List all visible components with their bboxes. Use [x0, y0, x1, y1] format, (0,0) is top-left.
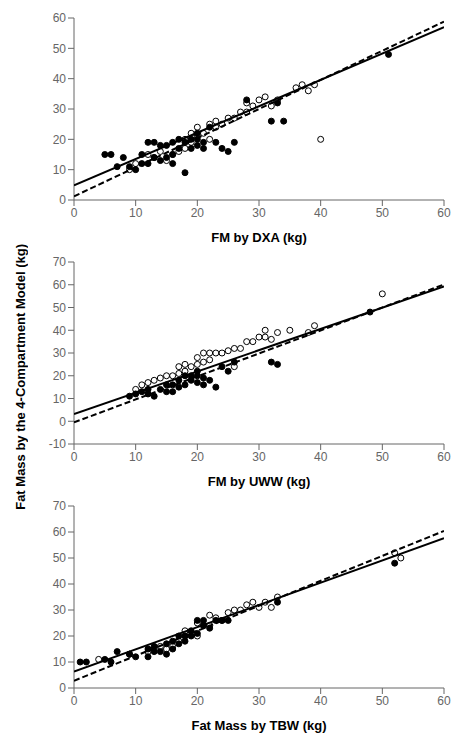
- svg-text:20: 20: [191, 206, 205, 220]
- svg-text:FM by UWW (kg): FM by UWW (kg): [208, 474, 311, 489]
- svg-text:20: 20: [53, 133, 67, 147]
- svg-text:FM by DXA (kg): FM by DXA (kg): [211, 230, 307, 245]
- svg-text:20: 20: [53, 369, 67, 383]
- svg-text:10: 10: [129, 694, 143, 708]
- svg-text:40: 40: [314, 450, 328, 464]
- svg-text:10: 10: [129, 450, 143, 464]
- svg-text:50: 50: [53, 551, 67, 565]
- svg-text:60: 60: [53, 278, 67, 292]
- svg-text:30: 30: [53, 603, 67, 617]
- svg-text:40: 40: [314, 694, 328, 708]
- svg-text:10: 10: [129, 206, 143, 220]
- svg-text:10: 10: [53, 163, 67, 177]
- svg-text:60: 60: [437, 206, 451, 220]
- svg-text:20: 20: [191, 450, 205, 464]
- svg-text:30: 30: [252, 694, 266, 708]
- svg-text:70: 70: [53, 499, 67, 513]
- svg-text:50: 50: [376, 450, 390, 464]
- svg-text:50: 50: [53, 301, 67, 315]
- svg-text:60: 60: [53, 11, 67, 25]
- svg-text:0: 0: [59, 193, 66, 207]
- svg-text:50: 50: [53, 42, 67, 56]
- svg-text:40: 40: [53, 72, 67, 86]
- svg-text:70: 70: [53, 255, 67, 269]
- svg-text:60: 60: [437, 450, 451, 464]
- svg-text:Fat Mass by TBW (kg): Fat Mass by TBW (kg): [191, 718, 326, 733]
- svg-text:0: 0: [71, 450, 78, 464]
- svg-text:30: 30: [53, 102, 67, 116]
- svg-text:20: 20: [191, 694, 205, 708]
- svg-text:10: 10: [53, 655, 67, 669]
- svg-text:50: 50: [376, 694, 390, 708]
- svg-text:60: 60: [437, 694, 451, 708]
- svg-text:30: 30: [252, 450, 266, 464]
- svg-text:-10: -10: [49, 437, 67, 451]
- svg-text:20: 20: [53, 629, 67, 643]
- svg-text:40: 40: [314, 206, 328, 220]
- svg-text:40: 40: [53, 324, 67, 338]
- svg-text:0: 0: [59, 415, 66, 429]
- svg-text:0: 0: [71, 206, 78, 220]
- svg-text:0: 0: [71, 694, 78, 708]
- svg-text:60: 60: [53, 525, 67, 539]
- html-text:Fat Mass by the 4-Compartment: Fat Mass by the 4-Compartment Model (kg): [12, 244, 28, 510]
- svg-text:40: 40: [53, 577, 67, 591]
- svg-text:30: 30: [53, 346, 67, 360]
- svg-text:30: 30: [252, 206, 266, 220]
- svg-text:10: 10: [53, 392, 67, 406]
- svg-text:0: 0: [59, 681, 66, 695]
- svg-text:50: 50: [376, 206, 390, 220]
